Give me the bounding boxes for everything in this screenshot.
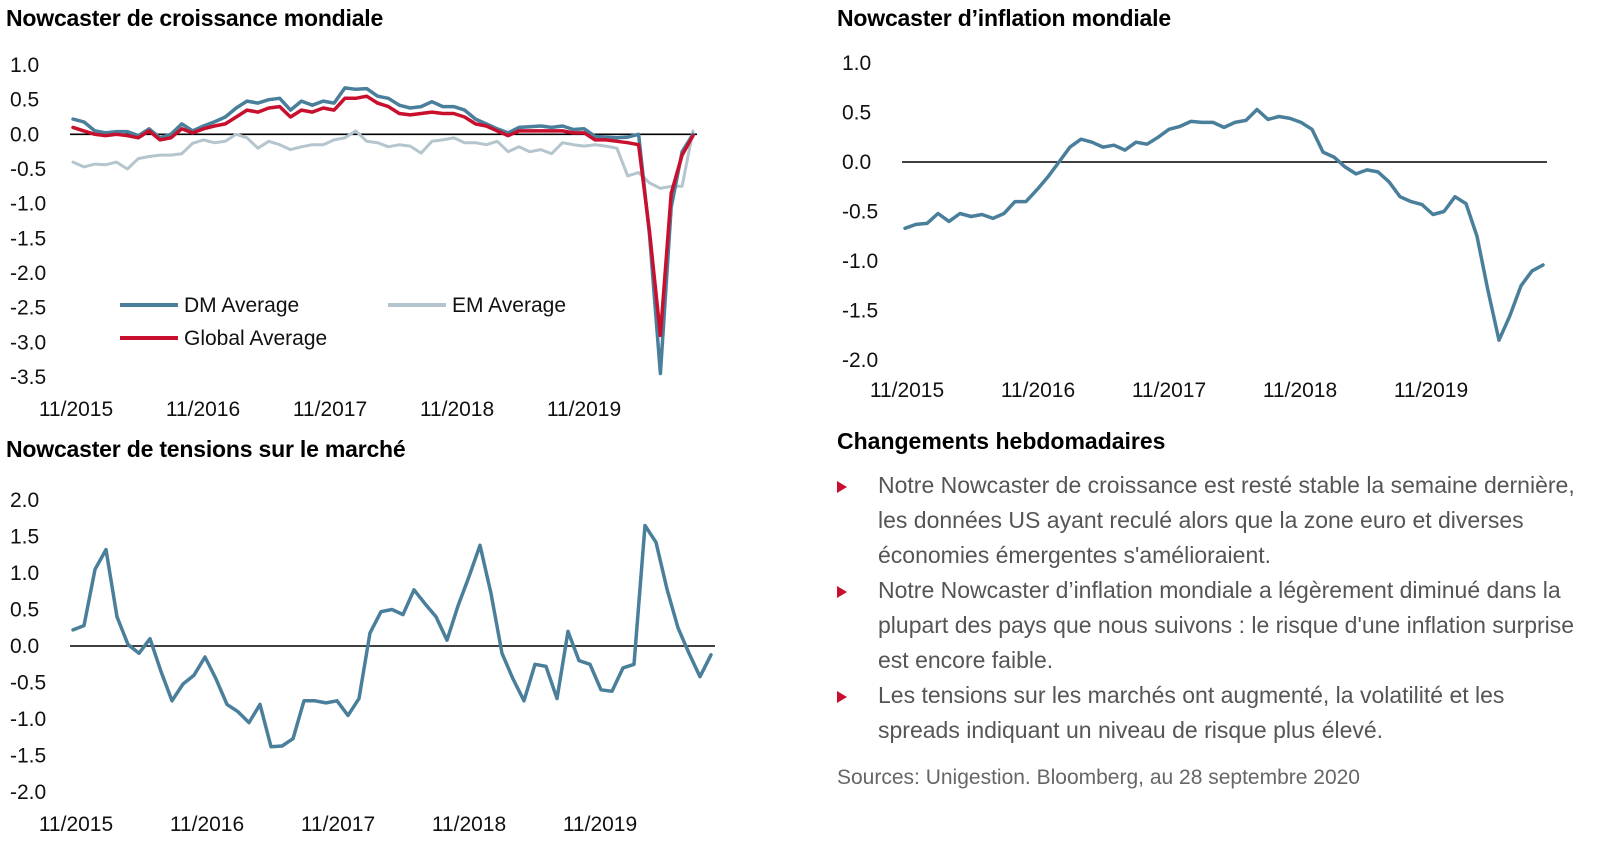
weekly-bullet-text: Notre Nowcaster d’inflation mondiale a l… xyxy=(878,577,1575,673)
y-tick-label: 0.5 xyxy=(10,89,39,112)
triangle-bullet-icon xyxy=(837,586,847,598)
x-tick-label: 11/2015 xyxy=(39,813,113,836)
global-legend-label: Global Average xyxy=(184,327,327,350)
weekly-bullet: Les tensions sur les marchés ont augment… xyxy=(837,678,1577,748)
em-average-line xyxy=(71,129,695,190)
series-line xyxy=(903,107,1545,342)
x-tick-label: 11/2016 xyxy=(170,813,244,836)
y-tick-label: -2.0 xyxy=(10,781,46,804)
y-tick-label: 0.5 xyxy=(842,102,871,125)
inflation-chart-title: Nowcaster d’inflation mondiale xyxy=(837,5,1171,31)
x-tick-label: 11/2019 xyxy=(547,398,621,421)
y-tick-label: -1.0 xyxy=(10,193,46,216)
x-tick-label: 11/2015 xyxy=(870,379,944,402)
x-tick-label: 11/2019 xyxy=(563,813,637,836)
y-tick-label: -1.0 xyxy=(842,250,878,273)
weekly-bullet-text: Les tensions sur les marchés ont augment… xyxy=(878,682,1505,743)
growth-chart-title: Nowcaster de croissance mondiale xyxy=(6,5,384,31)
x-tick-label: 11/2018 xyxy=(1263,379,1337,402)
series-line xyxy=(71,523,713,749)
x-tick-label: 11/2015 xyxy=(39,398,113,421)
y-tick-label: -1.5 xyxy=(10,227,46,250)
weekly-changes-list: Notre Nowcaster de croissance est resté … xyxy=(837,468,1577,748)
y-tick-label: -0.5 xyxy=(10,158,46,181)
x-tick-label: 11/2018 xyxy=(432,813,506,836)
y-tick-label: -1.5 xyxy=(10,745,46,768)
y-tick-label: 2.0 xyxy=(10,489,39,512)
y-tick-label: -3.5 xyxy=(10,366,46,389)
x-tick-label: 11/2017 xyxy=(301,813,375,836)
y-tick-label: 1.0 xyxy=(842,52,871,75)
y-tick-label: -1.5 xyxy=(842,300,878,323)
y-tick-label: 1.0 xyxy=(10,54,39,77)
x-tick-label: 11/2016 xyxy=(166,398,240,421)
y-tick-label: 0.0 xyxy=(842,151,871,174)
weekly-bullet: Notre Nowcaster d’inflation mondiale a l… xyxy=(837,573,1577,678)
y-tick-label: 1.5 xyxy=(10,526,39,549)
x-tick-label: 11/2017 xyxy=(293,398,367,421)
y-tick-label: 0.0 xyxy=(10,123,39,146)
y-tick-label: -0.5 xyxy=(10,672,46,695)
x-tick-label: 11/2017 xyxy=(1132,379,1206,402)
y-tick-label: -0.5 xyxy=(842,201,878,224)
x-tick-label: 11/2018 xyxy=(420,398,494,421)
x-tick-label: 11/2019 xyxy=(1394,379,1468,402)
x-tick-label: 11/2016 xyxy=(1001,379,1075,402)
global-average-line xyxy=(71,94,695,338)
em-legend-label: EM Average xyxy=(452,294,566,317)
dm-average-line xyxy=(71,86,695,376)
weekly-bullet: Notre Nowcaster de croissance est resté … xyxy=(837,468,1577,573)
y-tick-label: 0.5 xyxy=(10,599,39,622)
y-tick-label: 1.0 xyxy=(10,562,39,585)
y-tick-label: -3.0 xyxy=(10,331,46,354)
weekly-bullet-text: Notre Nowcaster de croissance est resté … xyxy=(878,472,1575,568)
triangle-bullet-icon xyxy=(837,481,847,493)
weekly-changes-title: Changements hebdomadaires xyxy=(837,428,1166,454)
y-tick-label: -1.0 xyxy=(10,708,46,731)
y-tick-label: -2.5 xyxy=(10,297,46,320)
triangle-bullet-icon xyxy=(837,691,847,703)
sources-note: Sources: Unigestion. Bloomberg, au 28 se… xyxy=(837,766,1360,789)
y-tick-label: -2.0 xyxy=(10,262,46,285)
dm-legend-label: DM Average xyxy=(184,294,299,317)
stress-chart-title: Nowcaster de tensions sur le marché xyxy=(6,436,406,462)
y-tick-label: -2.0 xyxy=(842,349,878,372)
y-tick-label: 0.0 xyxy=(10,635,39,658)
